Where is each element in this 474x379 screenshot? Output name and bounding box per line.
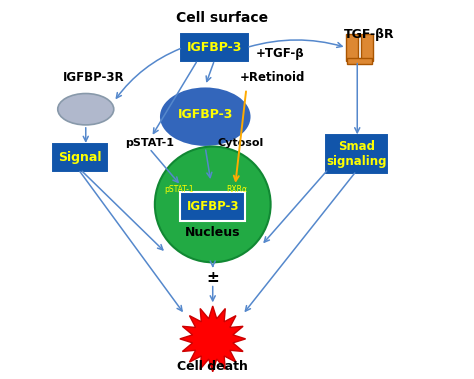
- Text: +Retinoid: +Retinoid: [240, 71, 305, 84]
- Text: Cell surface: Cell surface: [176, 11, 268, 25]
- FancyBboxPatch shape: [361, 34, 373, 61]
- Text: IGFBP-3R: IGFBP-3R: [64, 71, 125, 84]
- Ellipse shape: [159, 86, 252, 147]
- Text: RXRα: RXRα: [227, 185, 247, 194]
- Text: pSTAT-1: pSTAT-1: [125, 138, 174, 148]
- Text: Nucleus: Nucleus: [185, 226, 240, 239]
- FancyBboxPatch shape: [347, 58, 372, 64]
- FancyBboxPatch shape: [324, 133, 389, 175]
- FancyBboxPatch shape: [179, 32, 250, 63]
- Text: IGFBP-3: IGFBP-3: [186, 200, 239, 213]
- Text: IGFBP-3: IGFBP-3: [187, 41, 242, 54]
- Text: Cytosol: Cytosol: [218, 138, 264, 148]
- FancyBboxPatch shape: [51, 143, 109, 173]
- Text: Smad
signaling: Smad signaling: [326, 140, 387, 168]
- Text: IGFBP-3: IGFBP-3: [178, 108, 233, 121]
- Text: TGF-βR: TGF-βR: [344, 28, 395, 41]
- Text: +TGF-β: +TGF-β: [255, 47, 304, 60]
- Text: ±: ±: [206, 270, 219, 285]
- Circle shape: [155, 147, 271, 262]
- FancyBboxPatch shape: [180, 192, 246, 221]
- FancyBboxPatch shape: [346, 34, 358, 61]
- Polygon shape: [180, 306, 246, 372]
- Text: Cell death: Cell death: [177, 360, 248, 373]
- Ellipse shape: [58, 94, 114, 125]
- Text: pSTAT-1: pSTAT-1: [164, 185, 194, 194]
- Text: Signal: Signal: [58, 151, 102, 164]
